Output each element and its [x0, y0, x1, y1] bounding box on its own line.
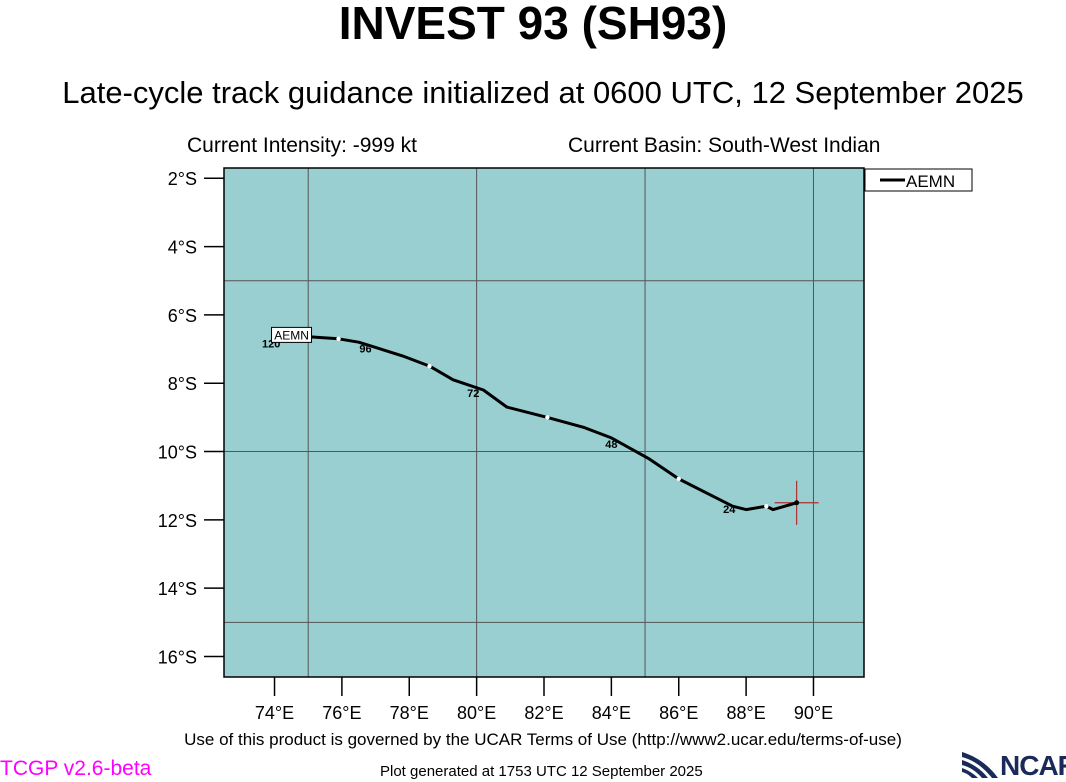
x-tick-label: 84°E	[592, 703, 631, 723]
plot-title: INVEST 93 (SH93)	[338, 0, 728, 49]
track-marker	[336, 336, 341, 342]
track-start-point	[794, 500, 800, 506]
forecast-hour-label: 96	[359, 343, 371, 355]
x-tick-label: 82°E	[524, 703, 563, 723]
track-marker	[427, 363, 432, 369]
y-tick-label: 14°S	[158, 579, 197, 599]
x-tick-label: 80°E	[457, 703, 496, 723]
forecast-hour-label: 72	[467, 388, 479, 400]
track-end-label: AEMN	[274, 328, 309, 342]
forecast-hour-label: 24	[723, 504, 736, 516]
legend: AEMN	[864, 168, 973, 192]
track-marker	[545, 415, 550, 420]
map-plot-area: 2°S 4°S 6°S 8°S 10°S 12°S 14°S 16°S 74°E 76°E 78°E…	[158, 167, 973, 723]
legend-box	[864, 168, 973, 192]
x-tick-label: 88°E	[726, 703, 765, 723]
ncar-logo-text: NCAR	[1000, 750, 1066, 781]
x-tick-label: 76°E	[322, 703, 361, 723]
y-tick-label: 16°S	[158, 648, 197, 668]
aemn-track-line	[287, 333, 798, 512]
x-tick-label: 90°E	[794, 703, 833, 723]
track-marker	[676, 476, 681, 482]
y-tick-label: 4°S	[168, 238, 197, 258]
legend-entry-label: AEMN	[906, 172, 955, 191]
track-end-label-box	[271, 326, 313, 343]
y-tick-label: 10°S	[158, 443, 197, 463]
y-tick-label: 12°S	[158, 511, 197, 531]
current-basin-label: Current Basin: South-West Indian	[568, 134, 881, 157]
forecast-hour-label: 48	[605, 439, 617, 451]
track-marker	[764, 503, 769, 509]
y-tick-label: 2°S	[168, 169, 197, 189]
x-tick-label: 86°E	[659, 703, 698, 723]
y-tick-label: 6°S	[168, 306, 197, 326]
ocean-area	[224, 168, 864, 677]
x-tick-label: 74°E	[255, 703, 294, 723]
plot-subtitle: Late-cycle track guidance initialized at…	[62, 75, 1024, 110]
current-intensity-label: Current Intensity: -999 kt	[187, 134, 417, 157]
version-label: TCGP v2.6-beta	[0, 757, 152, 780]
terms-of-use-notice: Use of this product is governed by the U…	[184, 730, 902, 749]
y-tick-label: 8°S	[168, 374, 197, 394]
ncar-logo-icon	[962, 752, 998, 778]
generated-timestamp: Plot generated at 1753 UTC 12 September …	[380, 763, 703, 780]
x-tick-label: 78°E	[390, 703, 429, 723]
